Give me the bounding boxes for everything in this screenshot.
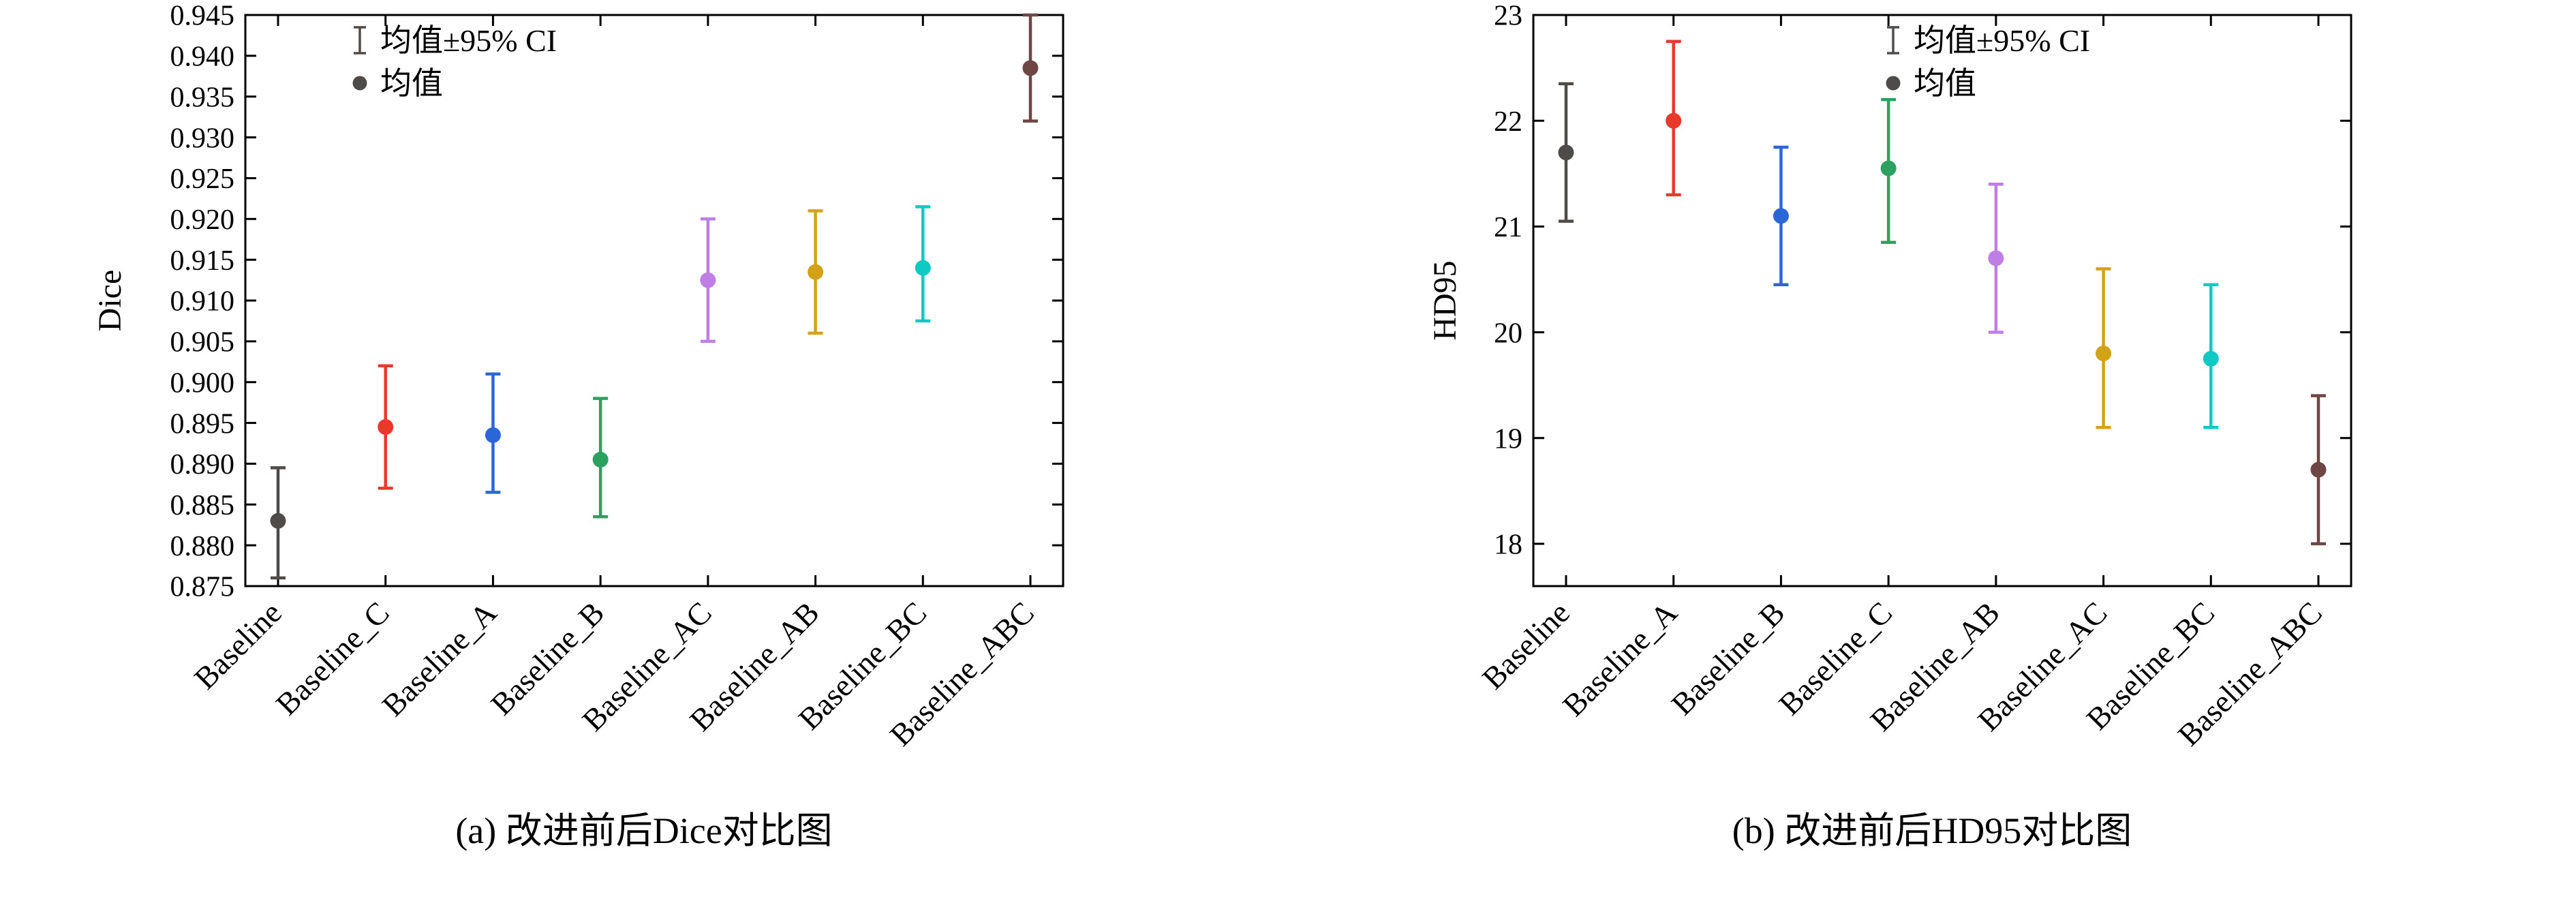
legend-errorbar-label: 均值±95% CI xyxy=(1914,23,2090,58)
mean-dot xyxy=(592,451,609,468)
y-axis-label: Dice xyxy=(92,270,128,332)
y-tick-label: 19 xyxy=(1494,423,1522,455)
mean-dot xyxy=(1558,144,1574,161)
legend-mean-label: 均值 xyxy=(380,66,443,101)
y-tick-label: 0.900 xyxy=(170,367,235,399)
y-tick-label: 0.895 xyxy=(170,408,235,440)
mean-dot xyxy=(915,260,931,276)
y-tick-label: 0.935 xyxy=(170,82,235,113)
y-tick-label: 0.915 xyxy=(170,245,235,277)
y-tick-label: 21 xyxy=(1494,212,1522,243)
dice-chart: 0.875 0.880 0.885 0.890 0.895 0.900 0.905 0.910… xyxy=(92,1,1064,752)
y-tick-label: 22 xyxy=(1494,106,1522,138)
hd95-chart-caption: (b) 改进前后HD95对比图 xyxy=(1732,810,2132,851)
y-axis-label: HD95 xyxy=(1427,260,1463,340)
mean-dot xyxy=(2203,350,2219,367)
y-tick-label: 0.920 xyxy=(170,204,235,236)
mean-dot xyxy=(1666,112,1682,129)
mean-dot xyxy=(2096,346,2112,362)
x-category-label: Baseline xyxy=(187,595,288,696)
dice-chart-panel: 0.875 0.880 0.885 0.890 0.895 0.900 0.905 0.910… xyxy=(0,0,1288,854)
y-tick-label: 0.880 xyxy=(170,531,235,562)
mean-dot xyxy=(1773,208,1789,224)
x-category-label: Baseline_A xyxy=(375,595,504,723)
plot-border xyxy=(1532,14,2352,587)
x-category-label: Baseline_A xyxy=(1556,595,1684,723)
mean-dot xyxy=(1988,250,2004,266)
y-tick-label: 0.890 xyxy=(170,449,235,480)
y-tick-label: 0.875 xyxy=(170,572,235,603)
mean-dot xyxy=(485,427,501,444)
y-tick-label: 20 xyxy=(1494,318,1522,349)
x-category-label: Baseline_C xyxy=(269,595,396,722)
mean-dot xyxy=(700,272,716,288)
legend-errorbar-label: 均值±95% CI xyxy=(380,23,557,58)
mean-dot xyxy=(1022,60,1039,76)
hd95-chart: 18 19 20 21 22 23 BaselineBaseline_ABaseline_B… xyxy=(1427,1,2352,752)
legend-mean-label: 均值 xyxy=(1914,66,1976,101)
plot-border xyxy=(244,14,1064,587)
y-tick-label: 0.940 xyxy=(170,42,235,73)
x-category-label: Baseline_B xyxy=(1664,595,1791,722)
legend-mean-icon xyxy=(352,76,367,91)
y-tick-label: 0.885 xyxy=(170,490,235,521)
mean-dot xyxy=(270,512,286,529)
mean-dot xyxy=(378,419,394,435)
y-tick-label: 0.925 xyxy=(170,164,235,195)
y-tick-label: 18 xyxy=(1494,530,1522,561)
x-category-label: Baseline xyxy=(1475,595,1576,696)
mean-dot xyxy=(808,264,824,280)
y-tick-label: 0.945 xyxy=(170,1,235,32)
y-tick-label: 0.930 xyxy=(170,123,235,154)
dice-chart-caption: (a) 改进前后Dice对比图 xyxy=(455,810,833,851)
mean-dot xyxy=(2310,461,2327,478)
legend-mean-icon xyxy=(1886,76,1901,91)
y-tick-label: 0.910 xyxy=(170,286,235,318)
y-tick-label: 23 xyxy=(1494,1,1522,32)
hd95-chart-panel: 18 19 20 21 22 23 Baseline Baseline_A Baseline_B… xyxy=(1288,0,2576,854)
y-tick-label: 0.905 xyxy=(170,327,235,358)
mean-dot xyxy=(1880,160,1897,177)
